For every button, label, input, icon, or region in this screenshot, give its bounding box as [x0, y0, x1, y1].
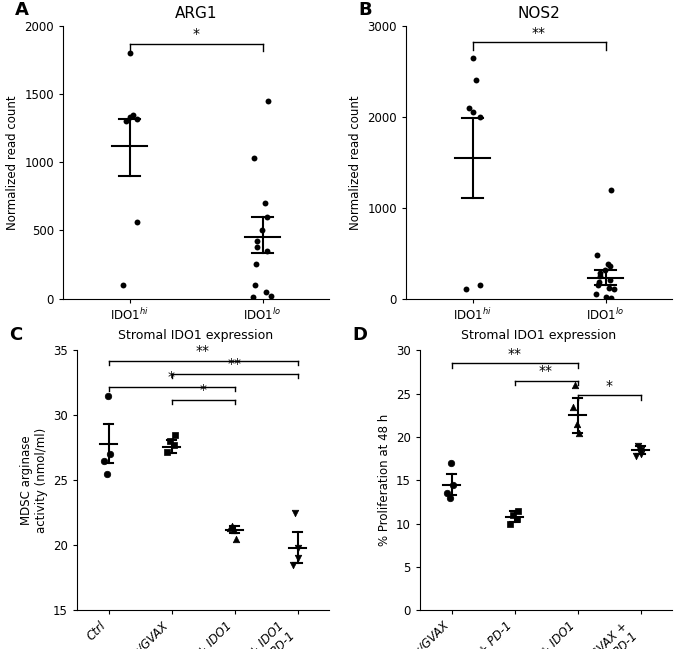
- Text: **: **: [228, 357, 241, 371]
- Point: [631, 451, 642, 461]
- Title: ARG1: ARG1: [175, 6, 217, 21]
- Text: B: B: [358, 1, 372, 19]
- Point: [249, 280, 260, 290]
- Point: [293, 553, 304, 563]
- Point: [262, 212, 273, 222]
- Point: [471, 75, 482, 86]
- Point: [468, 53, 479, 63]
- Point: [448, 480, 459, 490]
- Point: [606, 293, 617, 303]
- Point: [591, 289, 602, 299]
- Point: [605, 275, 616, 286]
- Text: **: **: [539, 364, 553, 378]
- Point: [442, 488, 453, 498]
- Text: **: **: [196, 344, 210, 358]
- Point: [131, 114, 142, 124]
- Point: [169, 430, 181, 440]
- Point: [474, 112, 485, 122]
- Point: [231, 533, 242, 544]
- Point: [102, 469, 113, 479]
- Point: [605, 184, 616, 195]
- Point: [251, 241, 262, 252]
- Text: C: C: [9, 326, 22, 344]
- Point: [128, 109, 139, 119]
- Point: [169, 440, 180, 450]
- Point: [574, 428, 585, 438]
- Point: [605, 261, 616, 271]
- Point: [252, 236, 263, 247]
- Text: *: *: [168, 370, 175, 384]
- Point: [512, 506, 524, 516]
- Text: D: D: [352, 326, 367, 344]
- Y-axis label: Normalized read count: Normalized read count: [349, 95, 362, 230]
- Point: [102, 391, 113, 401]
- Point: [292, 543, 303, 553]
- Point: [288, 559, 299, 570]
- Text: **: **: [508, 347, 522, 361]
- Title: NOS2: NOS2: [517, 6, 561, 21]
- Point: [569, 380, 580, 390]
- Point: [225, 523, 236, 533]
- Point: [568, 402, 579, 412]
- Point: [117, 280, 128, 290]
- Text: *: *: [606, 379, 612, 393]
- Point: [124, 112, 135, 123]
- Point: [229, 524, 240, 535]
- Point: [463, 103, 474, 113]
- Point: [600, 291, 611, 302]
- Point: [460, 284, 471, 295]
- Point: [508, 509, 519, 520]
- Text: *: *: [199, 383, 206, 397]
- Point: [251, 259, 262, 270]
- Point: [257, 225, 268, 236]
- Point: [603, 282, 615, 293]
- Point: [248, 292, 259, 302]
- Point: [600, 265, 611, 276]
- Point: [445, 458, 456, 468]
- Point: [505, 519, 516, 529]
- X-axis label: Stromal IDO1 expression: Stromal IDO1 expression: [461, 329, 617, 342]
- Point: [608, 284, 620, 295]
- Point: [475, 280, 486, 290]
- Point: [633, 441, 644, 451]
- Point: [265, 291, 276, 301]
- Text: **: **: [532, 26, 546, 40]
- Point: [512, 514, 523, 524]
- Point: [603, 259, 614, 269]
- Point: [99, 456, 110, 466]
- Point: [635, 445, 646, 455]
- Point: [105, 449, 116, 459]
- Point: [594, 271, 606, 281]
- Point: [162, 447, 173, 457]
- Point: [262, 95, 273, 106]
- Point: [132, 217, 143, 227]
- Point: [594, 277, 605, 288]
- Point: [120, 116, 131, 127]
- Point: [125, 48, 136, 58]
- Point: [260, 198, 271, 208]
- Point: [290, 508, 301, 518]
- Point: [262, 245, 273, 256]
- Text: A: A: [15, 1, 29, 19]
- Text: *: *: [193, 27, 200, 42]
- Y-axis label: Normalized read count: Normalized read count: [6, 95, 19, 230]
- Point: [248, 153, 259, 164]
- Point: [572, 419, 583, 429]
- X-axis label: Stromal IDO1 expression: Stromal IDO1 expression: [118, 329, 274, 342]
- Point: [226, 520, 237, 531]
- Point: [636, 449, 647, 459]
- Point: [591, 250, 602, 260]
- Point: [444, 493, 456, 503]
- Point: [467, 107, 478, 117]
- Y-axis label: % Proliferation at 48 h: % Proliferation at 48 h: [377, 414, 391, 546]
- Y-axis label: MDSC arginase
activity (nmol/ml): MDSC arginase activity (nmol/ml): [20, 428, 48, 533]
- Point: [164, 436, 176, 447]
- Point: [592, 280, 603, 290]
- Point: [260, 286, 272, 297]
- Point: [595, 268, 606, 278]
